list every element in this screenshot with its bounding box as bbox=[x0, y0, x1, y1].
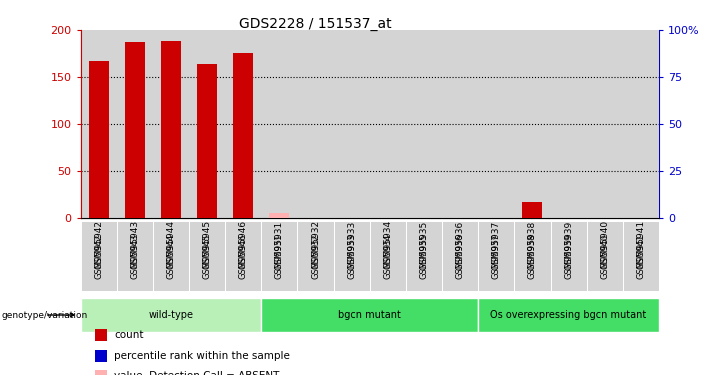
Bar bbox=[442, 30, 478, 217]
Bar bbox=[225, 221, 261, 291]
Bar bbox=[492, 169, 501, 217]
Bar bbox=[564, 208, 573, 218]
Text: GSM95931: GSM95931 bbox=[275, 233, 284, 279]
Bar bbox=[478, 221, 515, 291]
Bar bbox=[442, 221, 478, 291]
Bar bbox=[528, 126, 537, 218]
Bar bbox=[334, 30, 370, 217]
Bar bbox=[478, 30, 515, 217]
Bar bbox=[197, 64, 217, 217]
Bar bbox=[261, 30, 297, 217]
Text: wild-type: wild-type bbox=[149, 310, 193, 320]
Bar bbox=[225, 30, 261, 217]
Bar bbox=[275, 201, 284, 217]
Bar bbox=[189, 30, 225, 217]
Bar bbox=[334, 221, 370, 291]
Bar bbox=[161, 41, 181, 218]
Bar bbox=[515, 221, 550, 291]
Text: GSM95937: GSM95937 bbox=[492, 233, 501, 279]
Bar bbox=[297, 221, 334, 291]
Bar bbox=[587, 30, 622, 217]
Bar bbox=[269, 213, 290, 217]
Bar bbox=[369, 221, 406, 291]
Text: GSM95938: GSM95938 bbox=[528, 233, 537, 279]
Bar bbox=[550, 30, 587, 217]
Text: GDS2228 / 151537_at: GDS2228 / 151537_at bbox=[239, 17, 392, 31]
Text: GSM95941: GSM95941 bbox=[637, 233, 646, 279]
Bar bbox=[622, 221, 659, 291]
Bar bbox=[89, 61, 109, 217]
Text: GSM95934: GSM95934 bbox=[383, 233, 393, 279]
Bar bbox=[637, 180, 646, 218]
Bar bbox=[203, 0, 212, 217]
Text: GSM95935: GSM95935 bbox=[419, 233, 428, 279]
Bar bbox=[522, 202, 543, 217]
Bar bbox=[166, 0, 175, 217]
Bar bbox=[419, 208, 428, 218]
Text: GSM95940: GSM95940 bbox=[600, 233, 609, 279]
Bar bbox=[153, 30, 189, 217]
Bar bbox=[456, 128, 465, 218]
Bar bbox=[587, 221, 622, 291]
Text: count: count bbox=[114, 330, 144, 340]
Bar bbox=[117, 221, 153, 291]
Bar bbox=[311, 208, 320, 218]
Text: GSM95932: GSM95932 bbox=[311, 233, 320, 279]
Bar bbox=[622, 30, 659, 217]
Text: GSM95943: GSM95943 bbox=[130, 233, 139, 279]
Bar bbox=[239, 0, 247, 217]
Bar bbox=[125, 42, 145, 218]
Bar bbox=[261, 221, 297, 291]
Bar bbox=[261, 298, 478, 332]
Text: GSM95944: GSM95944 bbox=[166, 233, 175, 279]
Bar bbox=[153, 221, 189, 291]
Bar bbox=[189, 221, 225, 291]
Bar bbox=[600, 208, 609, 218]
Text: GSM95946: GSM95946 bbox=[239, 233, 247, 279]
Bar bbox=[515, 30, 550, 217]
Text: GSM95945: GSM95945 bbox=[203, 233, 212, 279]
Bar bbox=[81, 298, 261, 332]
Bar bbox=[233, 54, 253, 217]
Text: GSM95942: GSM95942 bbox=[94, 233, 103, 279]
Bar bbox=[347, 208, 356, 218]
Bar bbox=[81, 221, 117, 291]
Bar bbox=[550, 221, 587, 291]
Text: value, Detection Call = ABSENT: value, Detection Call = ABSENT bbox=[114, 371, 280, 375]
Bar bbox=[94, 0, 103, 217]
Bar bbox=[406, 221, 442, 291]
Bar bbox=[478, 298, 659, 332]
Text: GSM95939: GSM95939 bbox=[564, 233, 573, 279]
Text: percentile rank within the sample: percentile rank within the sample bbox=[114, 351, 290, 361]
Bar bbox=[383, 206, 393, 218]
Text: bgcn mutant: bgcn mutant bbox=[339, 310, 401, 320]
Bar bbox=[369, 30, 406, 217]
Text: Os overexpressing bgcn mutant: Os overexpressing bgcn mutant bbox=[491, 310, 647, 320]
Bar bbox=[130, 0, 139, 217]
Bar bbox=[117, 30, 153, 217]
Text: GSM95933: GSM95933 bbox=[347, 233, 356, 279]
Bar bbox=[406, 30, 442, 217]
Bar bbox=[297, 30, 334, 217]
Bar bbox=[81, 30, 117, 217]
Text: GSM95936: GSM95936 bbox=[456, 233, 465, 279]
Text: genotype/variation: genotype/variation bbox=[1, 310, 88, 320]
